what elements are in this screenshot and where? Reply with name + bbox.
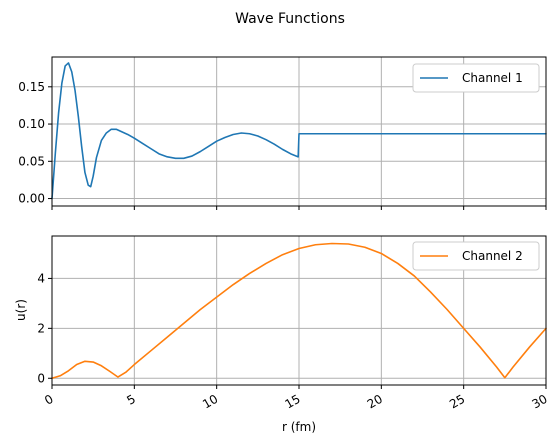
legend-label-channel-1: Channel 1 [462, 71, 523, 85]
x-tick-label: 10 [200, 392, 220, 412]
legend-label-channel-2: Channel 2 [462, 249, 523, 263]
legend-channel-1: Channel 1 [412, 63, 540, 93]
y-tick-label: 0 [37, 371, 45, 385]
y-tick-label: 2 [37, 321, 45, 335]
y-tick-label: 0.15 [18, 80, 45, 94]
y-tick-label: 0.05 [18, 154, 45, 168]
x-tick-label: 30 [529, 392, 549, 412]
y-tick-label: 4 [37, 271, 45, 285]
legend-box-1 [412, 63, 540, 93]
x-tick-label: 15 [282, 392, 302, 412]
panel-channel-2: 0 5 10 15 20 25 30 0 2 4 Channel 2 u(r) [14, 235, 550, 412]
x-tick-label: 0 [42, 392, 56, 408]
series-line-channel-2 [51, 242, 547, 380]
x-axis-label: r (fm) [282, 420, 316, 434]
legend-channel-2: Channel 2 [412, 241, 540, 271]
y-axis-label-panel-2: u(r) [14, 299, 28, 321]
x-tick-label: 20 [365, 392, 385, 412]
x-tick-label: 25 [447, 392, 467, 412]
panel-channel-1: 0.00 0.05 0.10 0.15 Channel 1 [18, 56, 547, 210]
y-tick-label: 0.10 [18, 117, 45, 131]
chart-title: Wave Functions [235, 11, 345, 27]
y-tick-label: 0.00 [18, 192, 45, 206]
x-tick-label: 5 [124, 392, 138, 408]
series-line-channel-1 [51, 62, 547, 200]
legend-box-2 [412, 241, 540, 271]
